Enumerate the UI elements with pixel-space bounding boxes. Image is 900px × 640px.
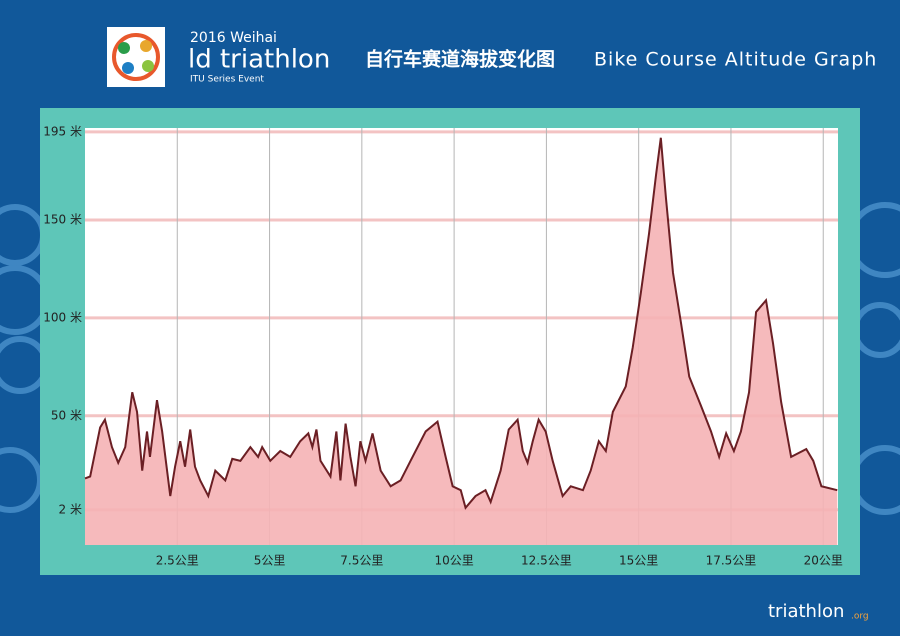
footer-domain: .org xyxy=(851,612,869,622)
y-tick-label: 2 米 xyxy=(59,502,82,516)
x-tick-label: 17.5公里 xyxy=(706,554,757,568)
x-tick-label: 10公里 xyxy=(434,554,473,568)
header-series: ITU Series Event xyxy=(190,75,264,85)
title-cn: 自行车赛道海拔变化图 xyxy=(365,48,555,71)
y-tick-label: 100 米 xyxy=(43,310,82,324)
altitude-line xyxy=(84,137,838,510)
x-tick-label: 2.5公里 xyxy=(156,554,199,568)
header-year: 2016 Weihai xyxy=(190,30,277,46)
footer-brand: triathlon xyxy=(768,601,844,622)
y-tick-label: 50 米 xyxy=(51,408,82,422)
x-tick-label: 20公里 xyxy=(804,554,843,568)
y-tick-label: 195 米 xyxy=(43,124,82,138)
title-en: Bike Course Altitude Graph xyxy=(594,49,877,71)
x-tick-label: 7.5公里 xyxy=(340,554,383,568)
x-tick-label: 5公里 xyxy=(254,554,286,568)
header-event: ld triathlon xyxy=(188,45,330,75)
y-tick-label: 150 米 xyxy=(43,213,82,227)
x-tick-label: 15公里 xyxy=(619,554,658,568)
logo-figures xyxy=(112,33,160,81)
x-tick-label: 12.5公里 xyxy=(521,554,572,568)
